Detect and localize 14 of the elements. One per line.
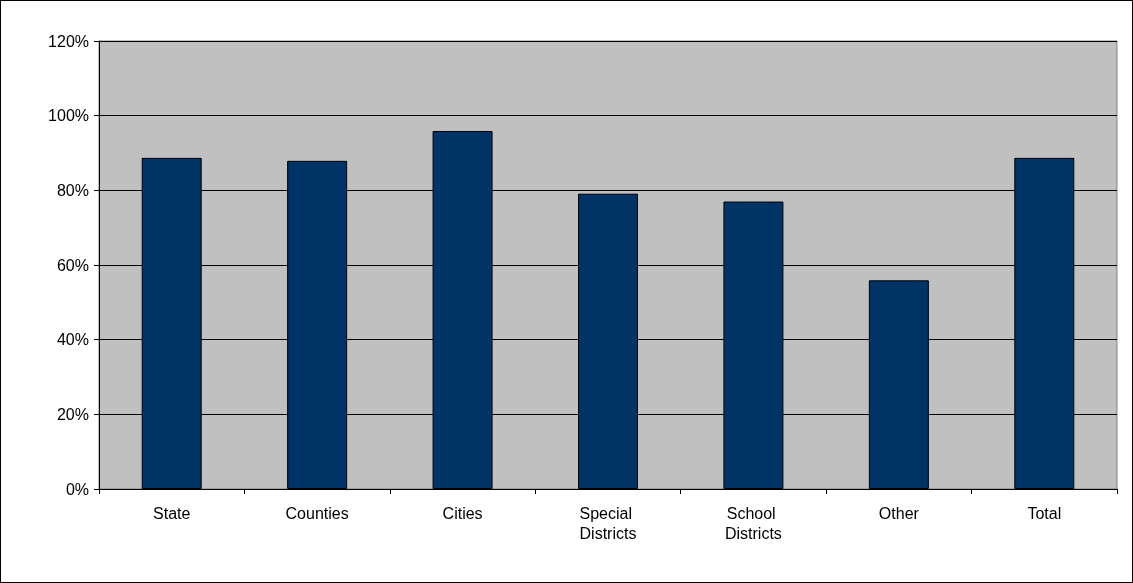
x-tick-label: Cities	[442, 504, 483, 522]
y-tick-label: 100%	[48, 107, 89, 125]
y-tick-label: 80%	[56, 181, 89, 199]
x-tick-label: State	[153, 504, 191, 522]
y-tick-label: 120%	[48, 32, 89, 50]
x-tick-label: School Districts	[724, 504, 782, 542]
y-tick-label: 40%	[56, 331, 89, 349]
y-tick-label: 20%	[56, 405, 89, 423]
y-tick-label: 60%	[56, 256, 89, 274]
x-tick-label: Total	[1027, 504, 1062, 522]
x-tick-label: Counties	[285, 504, 349, 522]
x-tick-label: Special Districts	[579, 504, 637, 542]
y-tick-label: 0%	[65, 480, 89, 498]
x-tick-label: Other	[878, 504, 920, 522]
